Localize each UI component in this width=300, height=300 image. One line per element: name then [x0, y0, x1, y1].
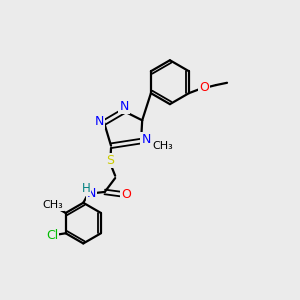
Text: N: N	[141, 134, 151, 146]
Text: CH₃: CH₃	[152, 141, 173, 151]
Text: O: O	[121, 188, 131, 201]
Text: O: O	[199, 81, 209, 94]
Text: N: N	[87, 187, 96, 200]
Text: H: H	[82, 182, 90, 195]
Text: Cl: Cl	[46, 229, 59, 242]
Text: N: N	[94, 115, 104, 128]
Text: CH₃: CH₃	[43, 200, 63, 210]
Text: S: S	[106, 154, 115, 167]
Text: N: N	[119, 100, 129, 113]
